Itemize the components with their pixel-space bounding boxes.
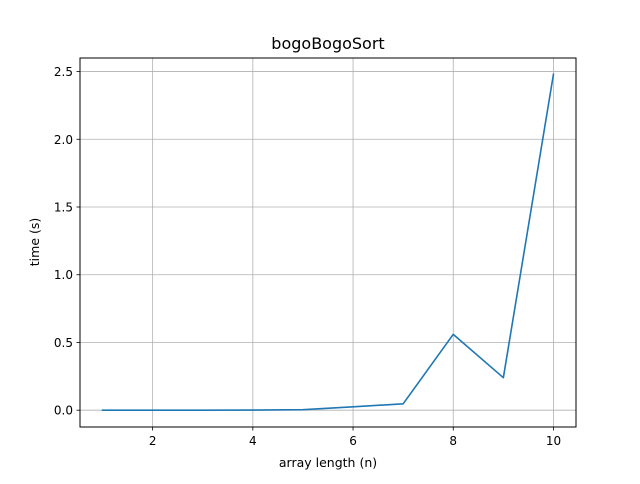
x-tick-label: 8 (449, 434, 457, 448)
y-tick-label: 2.5 (54, 65, 73, 79)
x-tick-label: 2 (149, 434, 157, 448)
series-layer (101, 73, 555, 412)
x-axis-ticks: 2 4 6 8 10 (149, 427, 561, 448)
grid-lines (80, 58, 576, 427)
x-axis-label: array length (n) (279, 455, 377, 470)
y-tick-label: 0.0 (54, 404, 73, 418)
chart-title: bogoBogoSort (271, 34, 384, 53)
x-tick-label: 4 (249, 434, 257, 448)
y-tick-label: 0.5 (54, 336, 73, 350)
x-tick-label: 10 (546, 434, 561, 448)
x-tick-label: 6 (349, 434, 357, 448)
y-tick-label: 1.5 (54, 201, 73, 215)
y-axis-ticks: 0.0 0.5 1.0 1.5 2.0 2.5 (54, 65, 80, 418)
series-line (101, 73, 555, 412)
plot-frame (79, 57, 577, 428)
y-tick-label: 1.0 (54, 268, 73, 282)
y-tick-label: 2.0 (54, 133, 73, 147)
y-axis-label: time (s) (27, 218, 42, 266)
